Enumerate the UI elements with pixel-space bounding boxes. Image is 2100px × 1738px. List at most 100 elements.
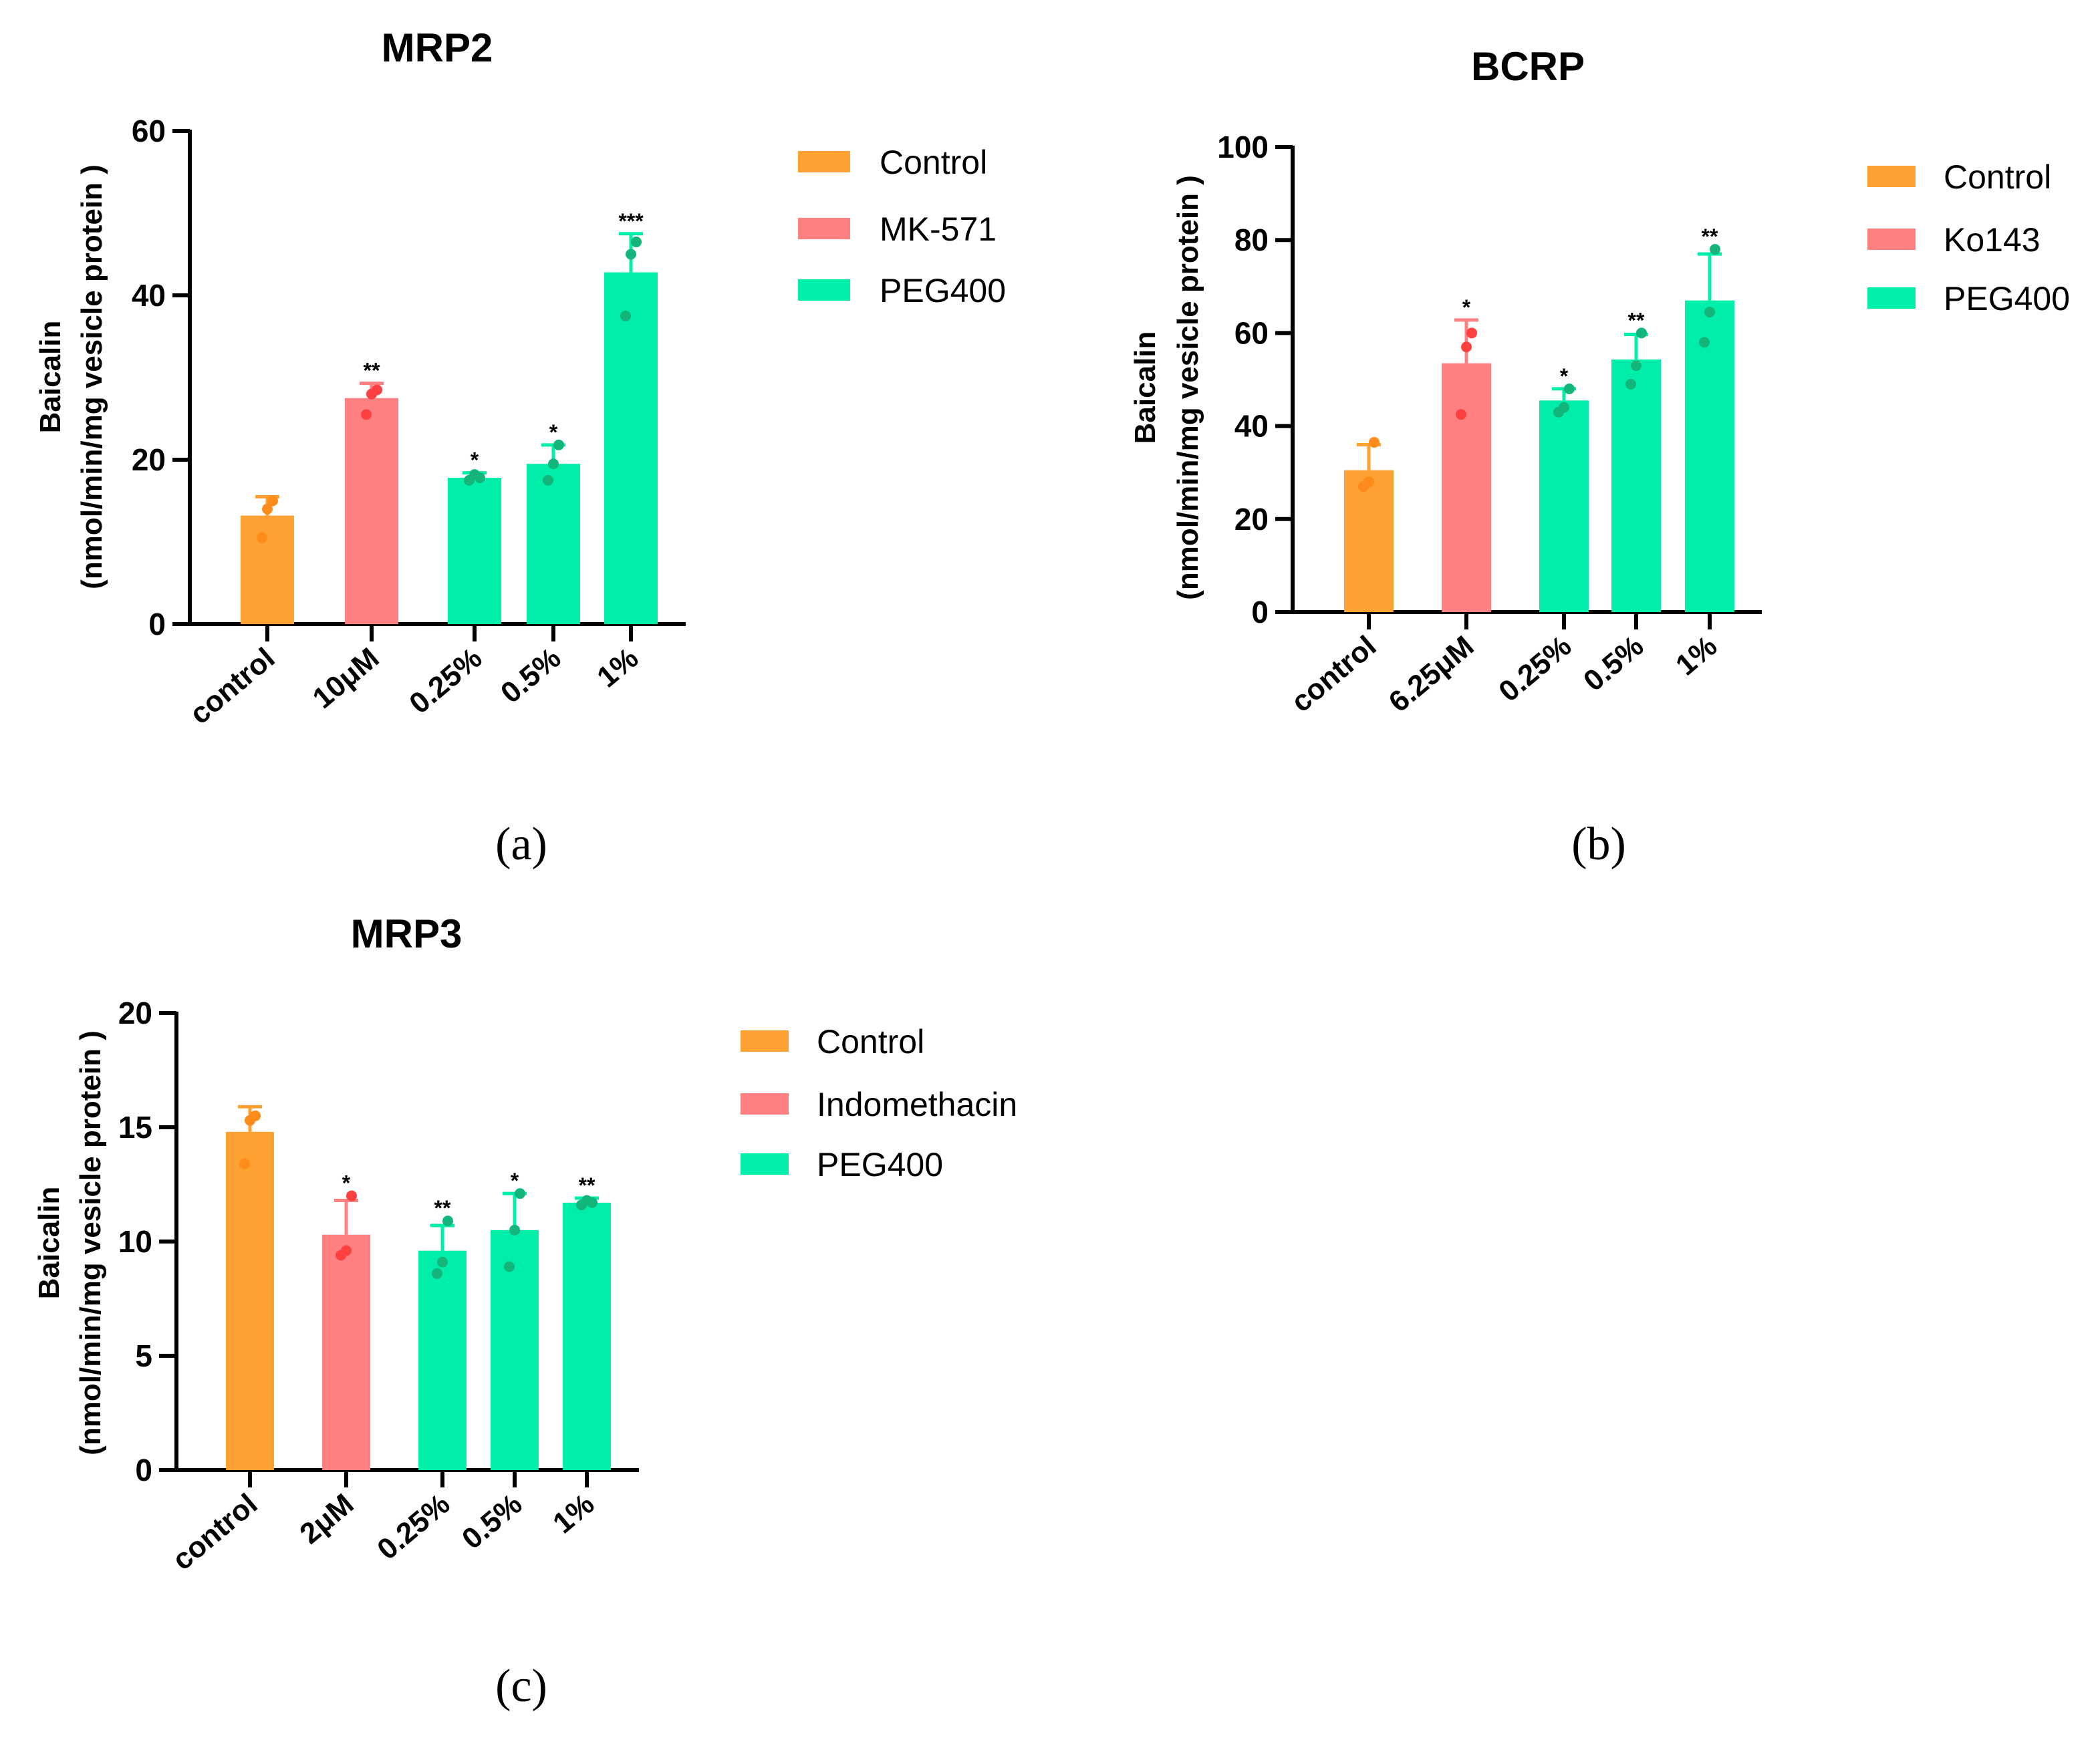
y-tick-label: 40 (1234, 409, 1269, 444)
legend-label: MK-571 (880, 210, 997, 248)
data-point (1625, 378, 1636, 390)
data-point (475, 472, 485, 484)
x-tick-label: 2μM (293, 1487, 360, 1550)
bar-0.25% (418, 1250, 467, 1470)
bar-1% (604, 272, 658, 624)
data-point (346, 1190, 357, 1201)
legend-label: Control (1944, 158, 2051, 196)
data-point (1704, 307, 1715, 318)
bar-0.5% (527, 464, 580, 624)
data-point (587, 1197, 598, 1208)
significance-marker: ** (434, 1196, 451, 1220)
bar-1% (1685, 300, 1734, 612)
data-point (361, 409, 372, 420)
x-tick-label: 0.5% (456, 1487, 528, 1556)
x-tick-label: control (1285, 629, 1383, 718)
data-point (341, 1245, 352, 1256)
x-tick-label: 1% (1670, 629, 1723, 682)
y-tick-label: 0 (1251, 595, 1269, 629)
legend-label: PEG400 (880, 272, 1006, 309)
y-tick-label: 40 (132, 278, 166, 313)
data-point (543, 474, 553, 486)
y-tick-label: 100 (1217, 130, 1269, 164)
legend-label: Indomethacin (817, 1086, 1017, 1123)
legend-swatch (1867, 287, 1916, 309)
significance-marker: * (549, 420, 558, 444)
data-point (1369, 436, 1380, 448)
significance-marker: ** (1628, 308, 1645, 332)
chart-panel-bcrp: BCRP 0 20 40 60 80 100 Baicalin (nmol/min/mg ves… (1129, 44, 2070, 870)
legend-swatch (741, 1093, 789, 1115)
y-tick-label: 15 (118, 1110, 152, 1145)
x-tick-label: 1% (547, 1487, 600, 1540)
y-axis-title: Baicalin (33, 1187, 65, 1300)
bar-2μM (322, 1234, 370, 1470)
data-point (1699, 337, 1710, 348)
legend-swatch (798, 151, 850, 172)
x-tick-label: 0.5% (1577, 629, 1650, 698)
significance-marker: *** (618, 209, 644, 233)
x-tick-label: 0.25% (371, 1487, 456, 1566)
legend-label: Control (880, 144, 987, 181)
y-tick-label: 0 (148, 607, 166, 641)
legend-label: Ko143 (1944, 221, 2041, 259)
data-point (442, 1215, 453, 1227)
y-tick-label: 5 (135, 1338, 152, 1373)
significance-marker: * (1560, 364, 1569, 388)
data-point (1559, 402, 1569, 413)
x-tick-label: 10μM (307, 641, 386, 715)
bar-0.5% (491, 1229, 539, 1470)
significance-marker: ** (1702, 225, 1718, 249)
legend-swatch (741, 1030, 789, 1052)
y-tick-label: 0 (135, 1453, 152, 1487)
legend-label: PEG400 (817, 1146, 943, 1183)
data-point (1461, 341, 1472, 353)
chart-title: MRP3 (351, 911, 463, 956)
y-tick-label: 20 (132, 442, 166, 477)
x-tick-label: 0.25% (1492, 629, 1577, 708)
legend-label: PEG400 (1944, 280, 2070, 317)
significance-marker: ** (364, 359, 380, 383)
x-tick-label: control (184, 641, 281, 730)
y-axis-subtitle: (nmol/min/mg vesicle protein ) (1172, 175, 1204, 600)
significance-marker: * (342, 1171, 351, 1195)
legend-swatch (798, 279, 850, 301)
bar-control (226, 1131, 274, 1470)
data-point (1363, 476, 1374, 488)
data-point (250, 1110, 261, 1121)
bar-1% (563, 1202, 611, 1470)
chart-title: MRP2 (382, 25, 493, 70)
data-point (257, 532, 267, 543)
data-point (239, 1158, 250, 1169)
data-point (1466, 327, 1477, 339)
data-point (626, 249, 636, 260)
data-point (548, 458, 559, 470)
data-point (509, 1224, 520, 1236)
y-tick-label: 20 (118, 996, 152, 1030)
y-tick-label: 60 (1234, 315, 1269, 350)
legend-swatch (798, 218, 850, 239)
data-point (1564, 383, 1575, 394)
panel-label: (b) (1571, 819, 1626, 870)
x-tick-label: 1% (591, 641, 644, 694)
bar-control (1344, 470, 1394, 612)
data-point (1710, 244, 1720, 255)
y-axis-title: Baicalin (34, 321, 67, 434)
data-point (553, 439, 564, 450)
data-point (515, 1188, 525, 1199)
data-point (1631, 360, 1642, 372)
chart-panel-mrp3: MRP3 0 5 10 15 20 Baicalin (nmol/min/mg vesicle… (33, 911, 1017, 1712)
bar-control (241, 515, 294, 624)
x-tick-label: control (166, 1487, 264, 1576)
y-axis-subtitle: (nmol/min/mg vesicle protein ) (76, 164, 108, 589)
data-point (631, 237, 642, 248)
y-axis-title: Baicalin (1129, 331, 1162, 444)
legend-swatch (1867, 229, 1916, 250)
y-axis-subtitle: (nmol/min/mg vesicle protein ) (74, 1030, 107, 1455)
significance-marker: * (471, 448, 479, 472)
bar-0.5% (1611, 359, 1661, 612)
y-tick-label: 10 (118, 1224, 152, 1259)
significance-marker: * (1462, 295, 1471, 319)
chart-title: BCRP (1471, 44, 1585, 89)
